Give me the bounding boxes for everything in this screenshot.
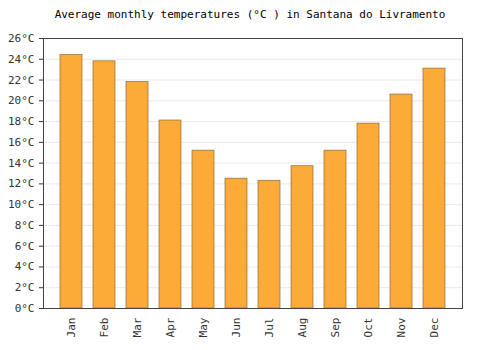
svg-text:Nov: Nov: [395, 317, 408, 337]
svg-text:10°C: 10°C: [8, 198, 35, 211]
svg-text:Apr: Apr: [164, 317, 177, 337]
svg-text:16°C: 16°C: [8, 136, 35, 149]
svg-text:8°C: 8°C: [15, 219, 35, 232]
svg-text:Jul: Jul: [263, 318, 276, 338]
svg-text:12°C: 12°C: [8, 177, 35, 190]
svg-text:Dec: Dec: [428, 318, 441, 338]
html-text:Average monthly temperatures (: Average monthly temperatures (°C ) in Sa…: [54, 8, 446, 21]
svg-text:18°C: 18°C: [8, 115, 35, 128]
svg-text:Aug: Aug: [296, 318, 309, 338]
svg-text:Oct: Oct: [362, 318, 375, 338]
svg-text:Feb: Feb: [98, 318, 111, 338]
svg-text:4°C: 4°C: [15, 260, 35, 273]
svg-text:May: May: [197, 317, 210, 337]
svg-text:Jun: Jun: [230, 318, 243, 338]
svg-text:0°C: 0°C: [15, 302, 35, 315]
svg-text:24°C: 24°C: [8, 53, 35, 66]
svg-text:6°C: 6°C: [15, 240, 35, 253]
svg-text:Sep: Sep: [329, 318, 342, 338]
svg-text:14°C: 14°C: [8, 157, 35, 170]
svg-text:Mar: Mar: [131, 317, 144, 337]
svg-text:20°C: 20°C: [8, 94, 35, 107]
svg-text:2°C: 2°C: [15, 281, 35, 294]
svg-text:Jan: Jan: [65, 318, 78, 338]
svg-text:22°C: 22°C: [8, 74, 35, 87]
svg-text:26°C: 26°C: [8, 32, 35, 45]
